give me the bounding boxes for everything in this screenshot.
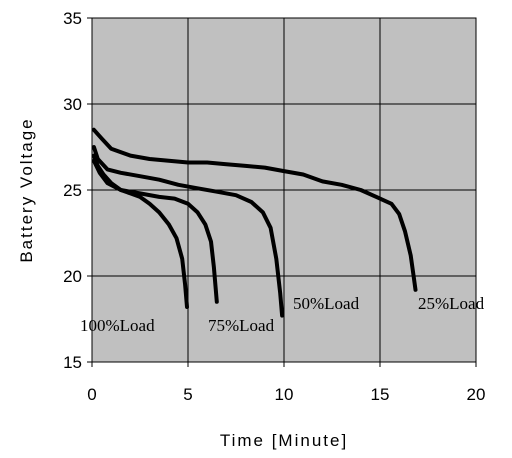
- x-axis-title: Time [Minute]: [220, 431, 348, 450]
- x-tick-label: 10: [275, 385, 294, 404]
- y-tick-label: 15: [63, 353, 82, 372]
- x-tick-label: 20: [467, 385, 486, 404]
- series-line-2: [91, 145, 285, 318]
- x-tick-label: 5: [183, 385, 192, 404]
- label-100-load: 100%Load: [80, 316, 155, 335]
- label-75-load: 75%Load: [208, 316, 275, 335]
- y-tick-labels: 15 20 25 30 35: [63, 9, 82, 372]
- x-tick-label: 15: [371, 385, 390, 404]
- label-50-load: 50%Load: [293, 294, 360, 313]
- x-tick-labels: 0 5 10 15 20: [87, 385, 485, 404]
- x-tick-label: 0: [87, 385, 96, 404]
- y-tick-label: 35: [63, 9, 82, 28]
- label-25-load: 25%Load: [418, 294, 485, 313]
- series-line-3: [91, 127, 418, 292]
- y-axis-title: Battery Voltage: [17, 117, 36, 262]
- series-lines: [91, 127, 418, 318]
- y-tick-label: 25: [63, 181, 82, 200]
- series-line-1: [91, 158, 219, 304]
- plot-frame: [91, 17, 477, 363]
- y-tick-label: 30: [63, 95, 82, 114]
- series-line-0: [91, 153, 189, 309]
- y-tick-label: 20: [63, 267, 82, 286]
